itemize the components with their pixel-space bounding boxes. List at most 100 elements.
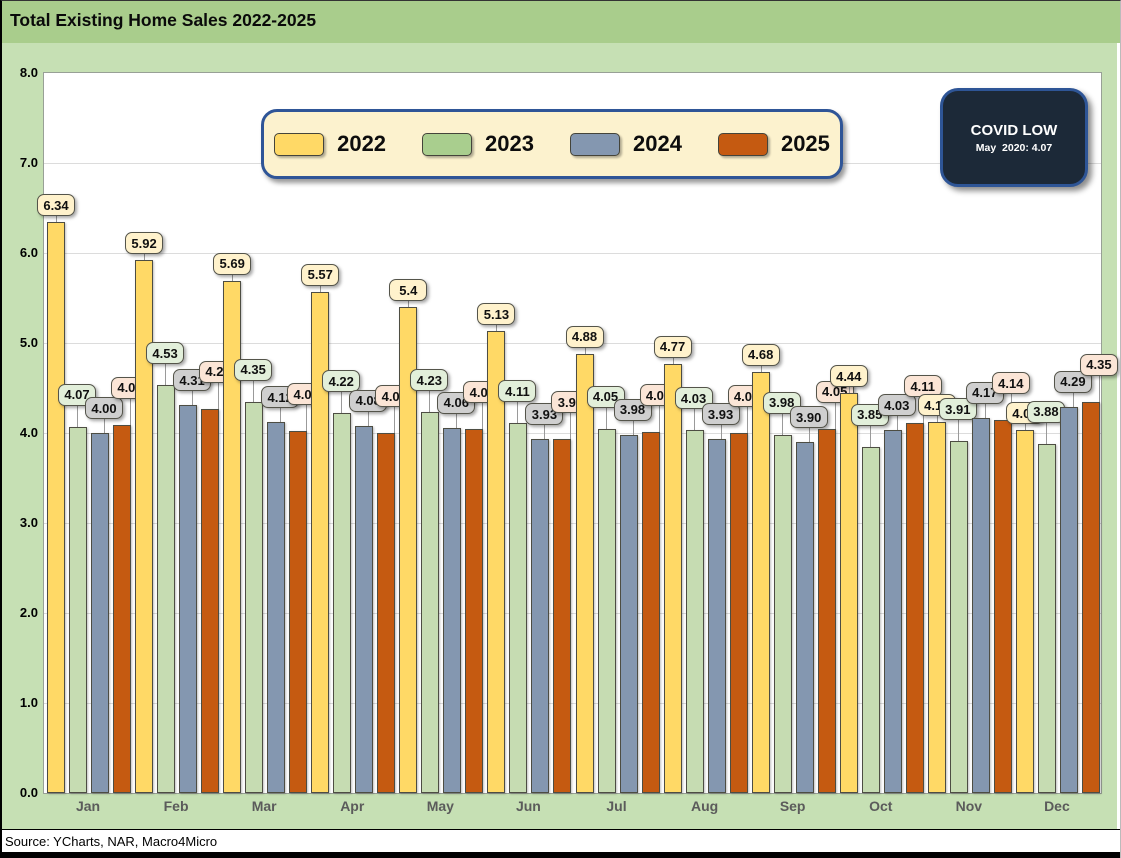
legend-swatch-2024 (570, 132, 620, 156)
covid-low-detail: May 2020: 4.07 (975, 141, 1053, 154)
bar-2023-Nov (949, 441, 968, 793)
bar-label-leader (368, 411, 370, 430)
bar-label-2023-Mar: 4.35 (234, 358, 273, 381)
bar-label-2022-Aug: 4.77 (653, 335, 692, 358)
bar-2023-May (421, 412, 440, 793)
bar-label-leader (658, 406, 660, 437)
bar-2023-Jul (597, 428, 616, 793)
bar-label-2023-Aug: 4.03 (674, 387, 713, 410)
bar-label-2023-Nov: 3.91 (938, 398, 977, 421)
bar-label-2022-Jan: 6.34 (37, 194, 75, 217)
bar-label-leader (544, 425, 546, 444)
bar-label-leader (144, 254, 146, 265)
month-label-jun: Jun (515, 798, 541, 814)
gridline (44, 253, 1101, 254)
bar-label-leader (232, 274, 234, 285)
bar-label-leader (130, 398, 131, 429)
bar-2023-Dec (1037, 443, 1056, 793)
y-tick-label: 4.0 (19, 425, 38, 440)
bar-label-leader (280, 408, 282, 427)
bar-label-2023-Dec: 3.88 (1026, 400, 1065, 423)
y-tick-label: 8.0 (19, 65, 38, 80)
bar-2024-Aug (707, 439, 726, 793)
bar-2022-Mar (223, 280, 242, 793)
bar-2023-Oct (861, 446, 880, 793)
bar-label-leader (746, 407, 748, 437)
bar-2024-Sep (795, 442, 814, 793)
bar-2025-Jun (553, 439, 572, 793)
bar-2025-Mar (289, 431, 308, 793)
month-label-apr: Apr (340, 798, 365, 814)
y-tick-label: 0.0 (19, 785, 38, 800)
bar-label-leader (394, 407, 396, 437)
bar-2024-Mar (267, 422, 286, 793)
y-tick-label: 7.0 (19, 155, 38, 170)
plot-area: 6.34 4.07 4.00 4.09 5.92 4.53 4.31 4.27 5.69 4.35… (37, 72, 1118, 794)
month-label-may: May (426, 798, 454, 814)
y-tick-label: 5.0 (19, 335, 38, 350)
bar-label-leader (1098, 375, 1100, 406)
bar-2025-Jan (113, 424, 131, 793)
month-label-jul: Jul (606, 798, 627, 814)
bar-label-leader (104, 419, 105, 437)
bar-2023-Mar (245, 401, 264, 793)
bar-label-2024-Oct: 4.03 (877, 394, 916, 417)
covid-low-callout: COVID LOW May 2020: 4.07 (940, 88, 1088, 187)
bar-label-leader (306, 405, 308, 436)
bar-label-leader (848, 387, 850, 398)
bar-label-2024-Sep: 3.90 (789, 406, 828, 428)
chart-title: Total Existing Home Sales 2022-2025 (10, 10, 317, 30)
gridline (44, 703, 1101, 704)
bar-2023-Sep (773, 434, 792, 793)
bar-label-leader (584, 347, 586, 358)
bar-label-leader (720, 425, 722, 444)
bar-label-leader (253, 380, 255, 406)
bar-label-2025-Nov: 4.14 (991, 372, 1030, 395)
bar-2025-Nov (993, 420, 1012, 793)
bar-label-2022-Apr: 5.57 (301, 263, 340, 286)
bar-label-2023-Jan: 4.07 (58, 383, 96, 406)
bar-label-leader (517, 402, 519, 428)
legend-swatch-2022 (274, 132, 325, 156)
bar-label-leader (632, 420, 634, 439)
bar-2022-Jan (47, 222, 65, 793)
legend-label-2024: 2024 (633, 131, 682, 156)
bar-2022-Jul (575, 353, 594, 793)
bar-2025-Feb (201, 408, 220, 793)
month-label-mar: Mar (251, 798, 277, 814)
legend-item-2023: 2023 (422, 131, 534, 157)
bar-2022-Jun (487, 331, 506, 793)
bar-label-2023-Feb: 4.53 (146, 342, 185, 365)
bottom-border-bar (2, 852, 1120, 858)
bar-2022-Nov (927, 422, 946, 793)
legend: 2022 2023 2024 2025 (261, 109, 843, 179)
bar-2024-Nov (971, 417, 990, 793)
legend-label-2023: 2023 (485, 131, 534, 156)
y-tick-label: 6.0 (19, 245, 38, 260)
bar-label-leader (936, 416, 938, 427)
bar-label-leader (56, 216, 57, 227)
bar-label-leader (570, 413, 572, 444)
bar-label-leader (1045, 422, 1047, 448)
month-label-nov: Nov (955, 798, 983, 814)
legend-item-2022: 2022 (274, 131, 386, 157)
bar-2024-Oct (883, 430, 902, 793)
bar-label-leader (496, 325, 498, 336)
bar-2024-Jun (531, 439, 550, 793)
bar-2025-Apr (377, 433, 396, 793)
bar-label-2022-May: 5.4 (389, 279, 428, 301)
month-label-feb: Feb (163, 798, 189, 814)
bar-2023-Jan (69, 426, 87, 793)
legend-swatch-2023 (422, 132, 473, 156)
bar-label-leader (482, 403, 484, 434)
bar-label-leader (896, 416, 898, 435)
bar-label-2025-Dec: 4.35 (1079, 353, 1118, 376)
bar-label-leader (408, 301, 410, 311)
bar-label-2022-Feb: 5.92 (125, 232, 164, 255)
bar-2024-Jul (619, 434, 638, 793)
bar-label-leader (1072, 392, 1074, 411)
source-text: Source: YCharts, NAR, Macro4Micro (5, 834, 218, 849)
bar-label-2024-Dec: 4.29 (1053, 370, 1092, 393)
bar-label-leader (1024, 424, 1026, 435)
